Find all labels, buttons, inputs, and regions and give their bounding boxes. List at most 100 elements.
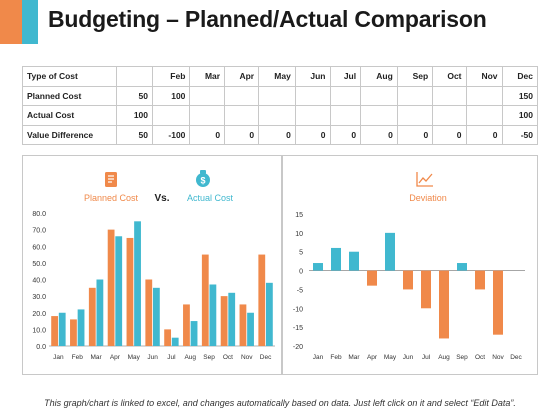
bar-planned-cost <box>164 329 172 346</box>
y-tick-label: 20.0 <box>32 311 46 318</box>
page-title: Budgeting – Planned/Actual Comparison <box>48 6 487 32</box>
table-header-cell: Nov <box>465 66 503 87</box>
table-row: Planned Cost 50 100 150 <box>22 85 539 106</box>
y-tick-label: 30.0 <box>32 294 46 301</box>
table-row: Value Difference 50 -100 0 0 0 0 0 0 0 0 0 -50 <box>22 124 539 145</box>
table-header-cell: Type of Cost <box>22 66 117 87</box>
x-tick-label: Oct <box>475 354 485 361</box>
y-tick-label: 10 <box>295 231 303 238</box>
bar-deviation <box>493 270 503 335</box>
x-tick-label: Sep <box>203 354 215 361</box>
table-cell: 100 <box>151 85 191 106</box>
table-cell <box>224 105 260 126</box>
icon-shape <box>200 170 206 174</box>
table-cell: 0 <box>189 124 226 145</box>
table-cell <box>258 85 296 106</box>
legend-vs: Vs. <box>154 193 169 204</box>
table-header-cell: Feb <box>151 66 191 87</box>
bar-actual-cost <box>209 284 217 346</box>
bar-deviation <box>349 251 359 271</box>
bar-actual-cost <box>152 287 160 346</box>
table-cell <box>396 85 434 106</box>
planned-actual-chart-panel: $ Planned Cost Vs. Actual Cost 0.0 10.0 20.0 30… <box>22 155 282 375</box>
x-tick-label: Dec <box>260 354 272 361</box>
table-header-cell: Aug <box>360 66 398 87</box>
bar-planned-cost <box>70 319 77 346</box>
x-tick-label: Feb <box>330 354 342 361</box>
bar-planned-cost <box>145 279 153 346</box>
icon-axes <box>416 172 433 187</box>
icon-dollar: $ <box>200 176 205 186</box>
bar-deviation <box>331 247 341 271</box>
x-tick-label: Jan <box>53 354 64 361</box>
table-cell: 50 <box>116 85 153 106</box>
y-tick-label: 5 <box>299 250 303 257</box>
table-cell <box>189 105 226 126</box>
table-cell: 0 <box>329 124 362 145</box>
bar-deviation <box>367 270 377 286</box>
x-tick-label: May <box>384 354 397 361</box>
bar-planned-cost <box>88 287 96 346</box>
bar-actual-cost <box>228 292 236 346</box>
x-tick-label: Sep <box>456 354 468 361</box>
cost-table: Type of Cost Feb Mar Apr May Jun Jul Aug Sep Oct N… <box>22 66 539 145</box>
bar-planned-cost <box>51 316 59 346</box>
bar-actual-cost <box>77 309 85 346</box>
table-cell <box>432 105 467 126</box>
bar-deviation <box>313 263 323 271</box>
legend-actual-cost: Actual Cost <box>187 193 234 203</box>
table-cell: -100 <box>151 124 191 145</box>
footnote: This graph/chart is linked to excel, and… <box>44 398 516 408</box>
table-cell <box>360 105 398 126</box>
x-tick-label: Aug <box>438 354 450 361</box>
bar-actual-cost <box>115 236 123 346</box>
bar-deviation <box>439 270 449 339</box>
y-tick-label: 10.0 <box>32 327 46 334</box>
x-tick-label: Jul <box>167 354 176 361</box>
y-tick-label: -10 <box>293 306 303 313</box>
bar-planned-cost <box>239 304 247 346</box>
row-label: Actual Cost <box>22 105 117 126</box>
table-cell: 0 <box>258 124 296 145</box>
table-cell: 0 <box>360 124 398 145</box>
x-tick-label: Jan <box>313 354 324 361</box>
table-cell: 0 <box>396 124 434 145</box>
table-header-cell: Sep <box>396 66 434 87</box>
title-accent-orange <box>0 0 22 44</box>
document-dollar-icon <box>105 172 117 187</box>
bar-planned-cost <box>107 229 115 346</box>
bar-deviation <box>403 270 413 290</box>
y-tick-label: 0 <box>299 269 303 276</box>
table-header-cell: Jun <box>294 66 331 87</box>
bar-actual-cost <box>134 221 141 346</box>
y-tick-label: -5 <box>297 287 303 294</box>
table-cell: 0 <box>465 124 503 145</box>
x-tick-label: Nov <box>241 354 253 361</box>
table-cell: 100 <box>116 105 153 126</box>
table-header-cell: Apr <box>224 66 260 87</box>
bar-planned-cost <box>258 254 266 346</box>
table-cell <box>465 105 503 126</box>
table-cell <box>294 105 331 126</box>
table-cell <box>432 85 467 106</box>
planned-actual-chart: $ Planned Cost Vs. Actual Cost 0.0 10.0 20.0 30… <box>32 170 275 361</box>
y-tick-label: 0.0 <box>36 344 46 351</box>
bar-actual-cost <box>247 312 254 346</box>
table-cell <box>360 85 398 106</box>
title-bar: Budgeting – Planned/Actual Comparison <box>0 0 560 44</box>
table-cell <box>329 105 362 126</box>
icon-shape <box>196 173 210 187</box>
y-tick-label: 70.0 <box>32 228 46 235</box>
deviation-chart-panel: Deviation -20 -15 -10 -5 0 5 10 15 Jan Feb Mar Apr Ma… <box>282 155 538 375</box>
table-cell <box>189 85 226 106</box>
table-header-cell: May <box>258 66 296 87</box>
bar-planned-cost <box>220 296 228 346</box>
table-cell <box>151 105 191 126</box>
table-cell: 150 <box>501 85 539 106</box>
title-accent-teal <box>22 0 38 44</box>
table-header-cell: Jul <box>329 66 362 87</box>
y-tick-label: 50.0 <box>32 261 46 268</box>
table-cell <box>294 85 331 106</box>
table-header-cell: Dec <box>501 66 539 87</box>
bar-deviation <box>385 232 395 271</box>
